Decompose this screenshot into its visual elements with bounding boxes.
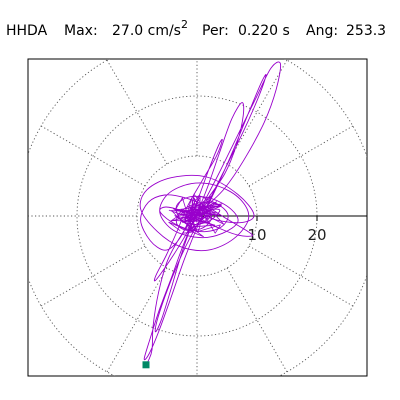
chart-title: HHDA Max: 27.0 cm/s 2 Per: 0.220 s Ang: … (0, 18, 400, 42)
period-label: Per: (202, 23, 229, 39)
station-code: HHDA (6, 23, 48, 39)
max-unit-exponent: 2 (181, 18, 188, 31)
radial-axis: 10 20 (197, 215, 367, 244)
particle-motion-path (139, 61, 282, 366)
angle-value: 253.3 (346, 23, 387, 39)
angle-label: Ang: (306, 23, 339, 39)
period-value: 0.220 s (238, 23, 290, 39)
trajectory-core-cluster (168, 193, 225, 237)
max-value: 27.0 cm/s (112, 23, 181, 39)
radial-tick-label: 20 (307, 226, 326, 244)
max-label: Max: (64, 23, 98, 39)
trajectory-layer (139, 61, 282, 366)
marker-layer (142, 361, 150, 369)
end-point-marker (142, 361, 150, 369)
radial-tick-label: 10 (247, 226, 266, 244)
